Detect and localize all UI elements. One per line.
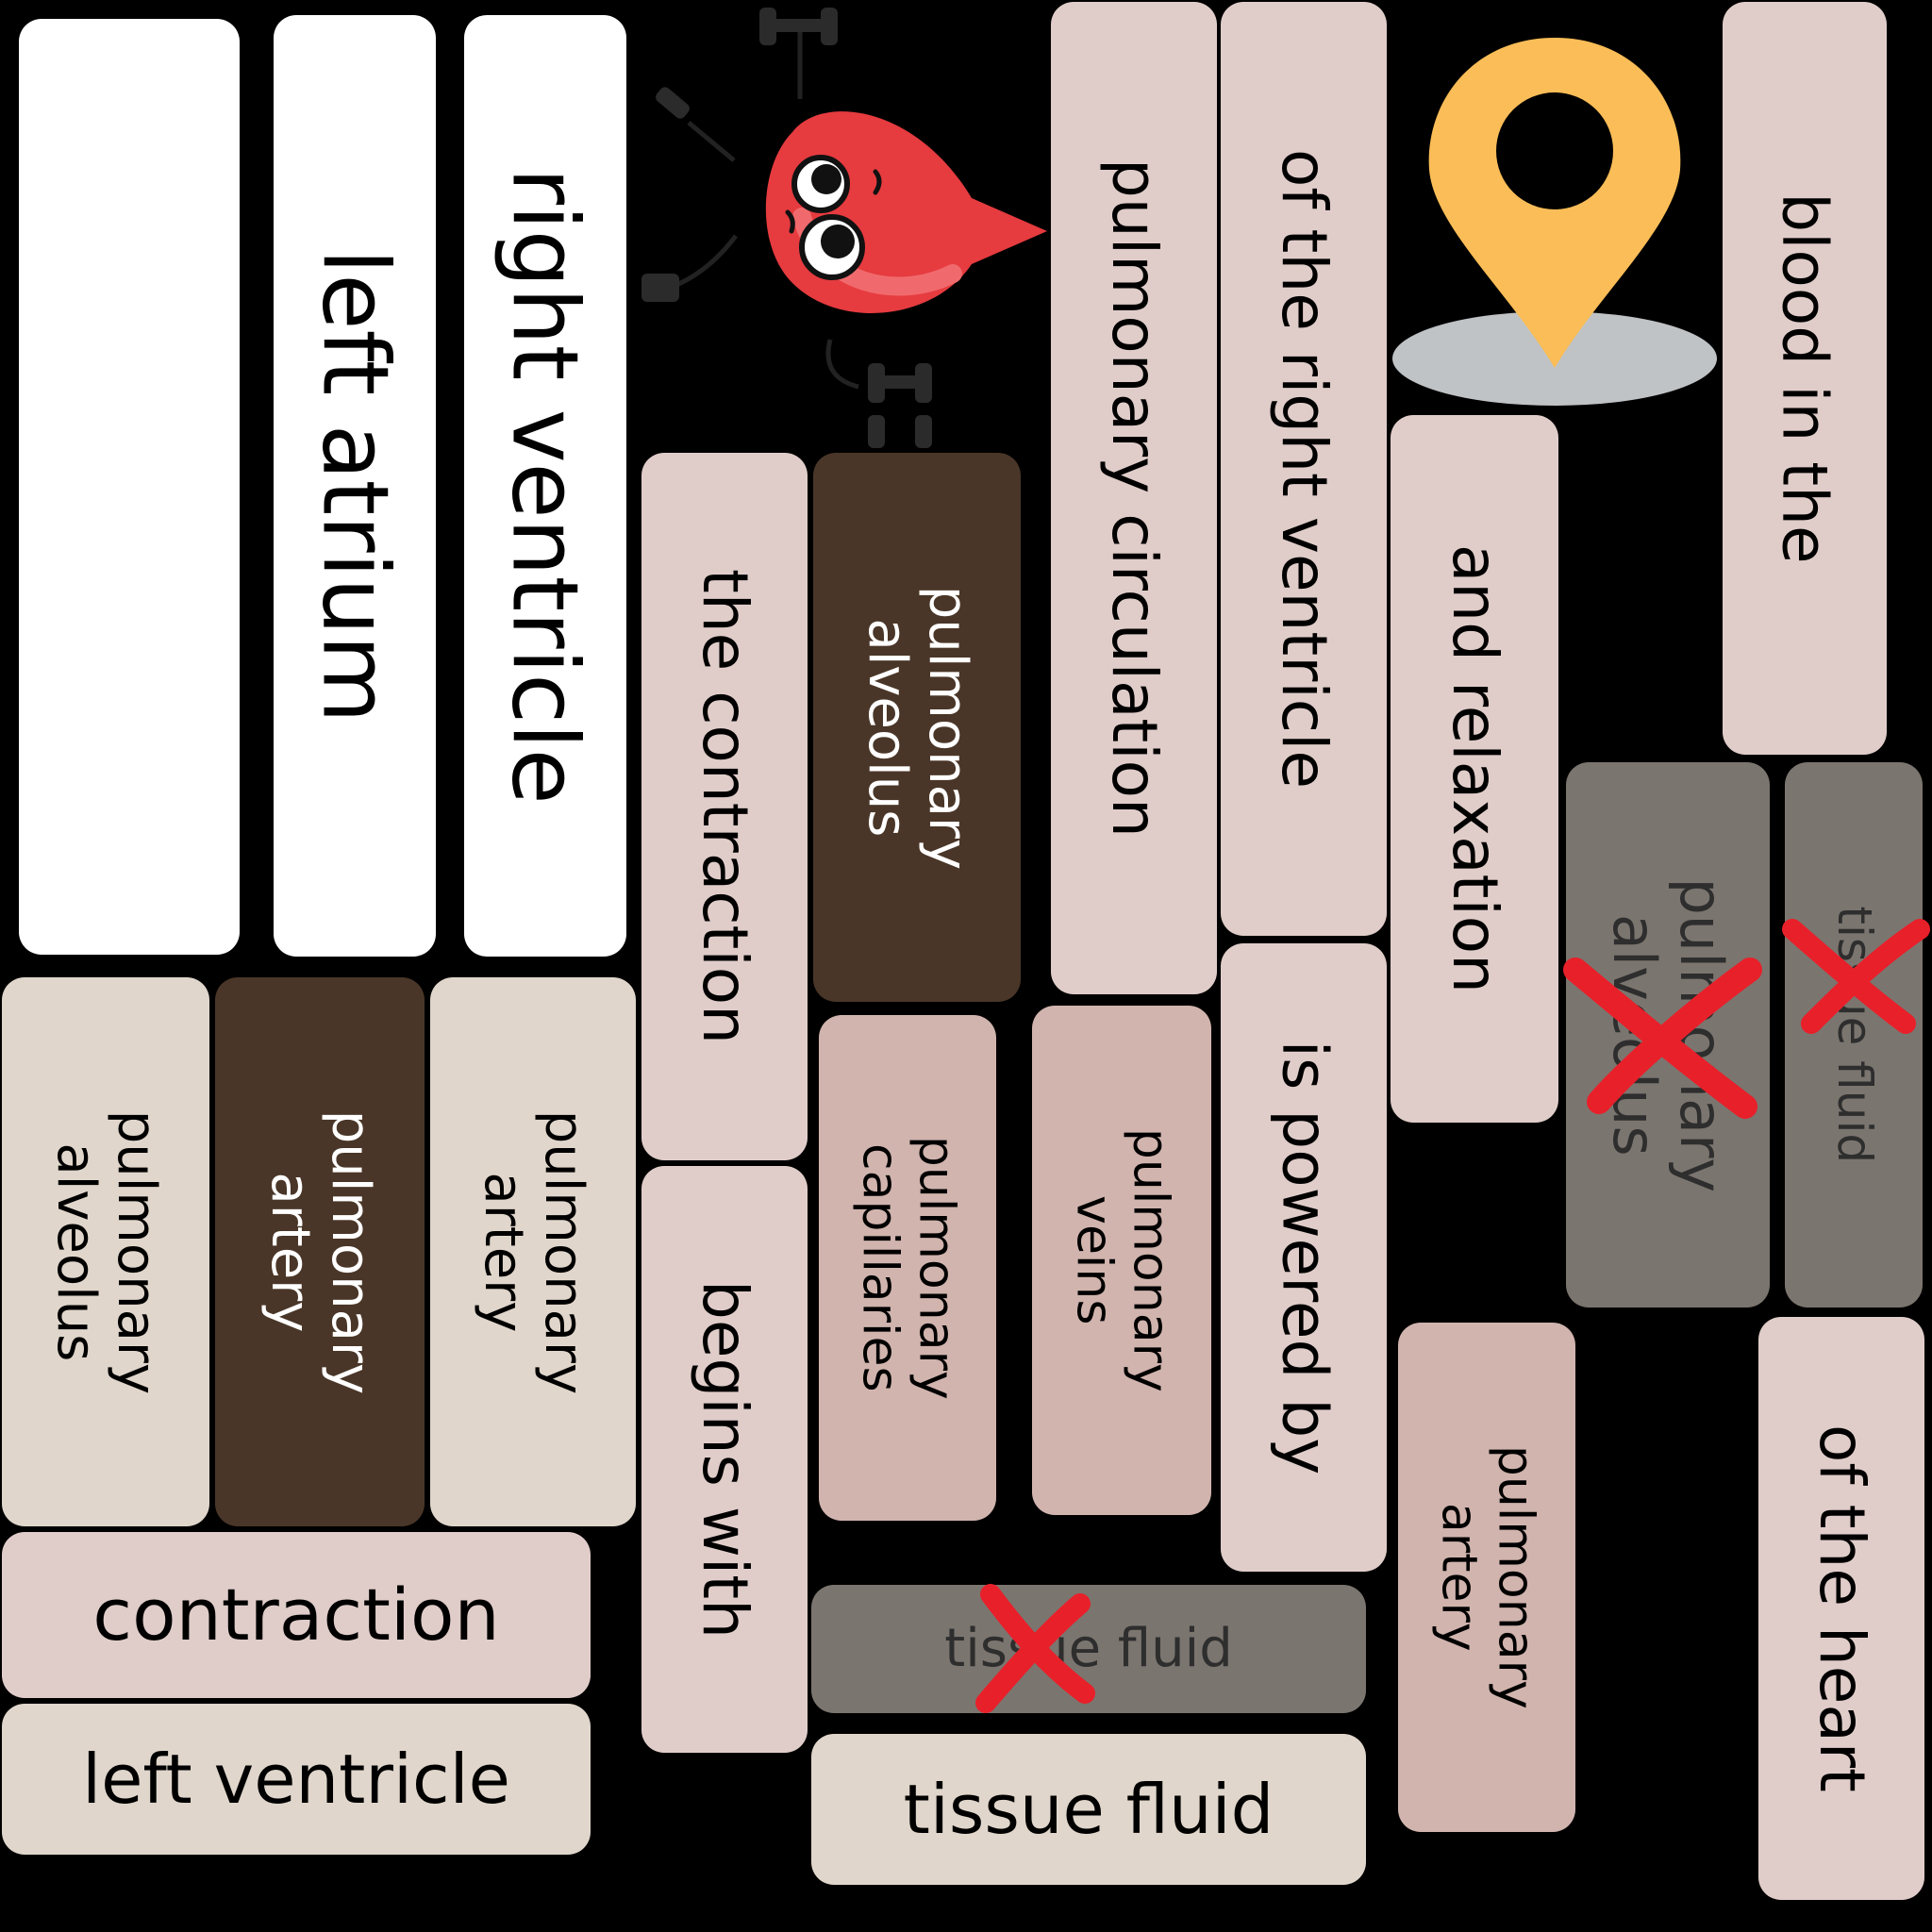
tile-left-ventricle[interactable]: left ventricle xyxy=(2,1704,591,1855)
tile-label: pulmonary alveolus xyxy=(1600,877,1737,1192)
tile-label: left atrium xyxy=(302,248,408,724)
tile-contraction[interactable]: contraction xyxy=(2,1532,591,1698)
tile-pulmonary-capillaries[interactable]: pulmonary capillaries xyxy=(819,1015,996,1521)
tile-label: tissue fluid xyxy=(1826,906,1882,1164)
tile-label: tissue fluid xyxy=(944,1617,1233,1679)
tile-label: begins with xyxy=(688,1280,761,1639)
tile-the-contraction[interactable]: the contraction xyxy=(641,453,808,1160)
tile-label: pulmonary capillaries xyxy=(852,1136,965,1400)
tile-label: blood in the xyxy=(1768,192,1841,564)
tile-begins-with[interactable]: begins with xyxy=(641,1166,808,1753)
tile-label: pulmonary veins xyxy=(1066,1128,1179,1392)
tile-blood-in-the[interactable]: blood in the xyxy=(1723,2,1887,755)
tile-pulmonary-veins[interactable]: pulmonary veins xyxy=(1032,1006,1211,1515)
tile-label: tissue fluid xyxy=(903,1769,1274,1849)
tile-pulmonary-artery-rose[interactable]: pulmonary artery xyxy=(1398,1323,1575,1832)
tile-and-relaxation[interactable]: and relaxation xyxy=(1391,415,1558,1123)
map-pin-icon xyxy=(1392,38,1717,406)
tile-label: pulmonary alveolus xyxy=(45,1109,168,1394)
tile-label: pulmonary artery xyxy=(473,1109,595,1394)
tile-tissue-fluid[interactable]: tissue fluid xyxy=(811,1734,1366,1885)
tile-pulmonary-circulation[interactable]: pulmonary circulation xyxy=(1051,2,1217,994)
tile-label: of the right ventricle xyxy=(1267,148,1341,789)
tile-label: pulmonary alveolus xyxy=(857,585,979,870)
blank-tile[interactable] xyxy=(19,19,240,955)
tile-label: right ventricle xyxy=(492,167,599,805)
tile-label: left ventricle xyxy=(82,1739,510,1819)
tile-label: pulmonary artery xyxy=(1431,1445,1544,1709)
tile-label: contraction xyxy=(92,1573,500,1657)
tile-left-atrium[interactable]: left atrium xyxy=(274,15,436,957)
blood-drop-mascot-icon xyxy=(641,8,1047,448)
tile-right-ventricle[interactable]: right ventricle xyxy=(464,15,626,957)
tile-pulmonary-alveolus-dark[interactable]: pulmonary alveolus xyxy=(813,453,1021,1002)
tile-label: pulmonary artery xyxy=(259,1109,382,1394)
tile-tissue-fluid-crossed-vertical[interactable]: tissue fluid xyxy=(1785,762,1923,1307)
tile-label: pulmonary circulation xyxy=(1097,158,1171,838)
tile-pulmonary-alveolus-crossed[interactable]: pulmonary alveolus xyxy=(1566,762,1770,1307)
tile-tissue-fluid-crossed-horizontal[interactable]: tissue fluid xyxy=(811,1585,1366,1713)
tile-label: the contraction xyxy=(688,569,761,1044)
tile-of-the-heart[interactable]: of the heart xyxy=(1758,1317,1924,1900)
tile-label: is powered by xyxy=(1267,1040,1341,1475)
tile-pulmonary-alveolus[interactable]: pulmonary alveolus xyxy=(2,977,209,1526)
tile-is-powered-by[interactable]: is powered by xyxy=(1221,943,1387,1572)
tile-pulmonary-artery-beige[interactable]: pulmonary artery xyxy=(430,977,636,1526)
tile-label: and relaxation xyxy=(1438,543,1511,994)
tile-pulmonary-artery-dark[interactable]: pulmonary artery xyxy=(215,977,425,1526)
tile-of-the-right-ventricle[interactable]: of the right ventricle xyxy=(1221,2,1387,936)
tile-label: of the heart xyxy=(1805,1424,1878,1792)
